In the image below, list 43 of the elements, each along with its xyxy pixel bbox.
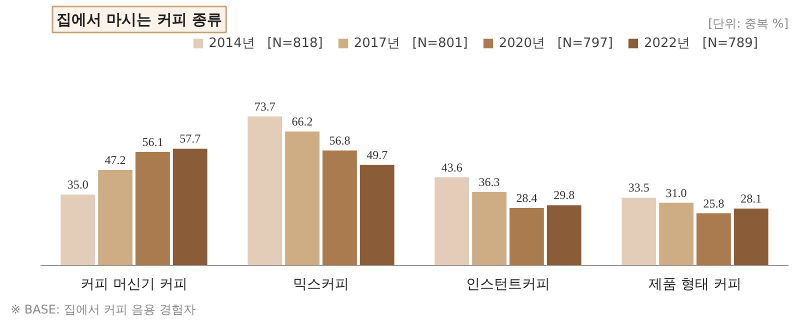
data-label: 35.0 [67, 178, 88, 192]
data-label: 66.2 [292, 114, 313, 129]
data-label: 56.1 [142, 134, 164, 149]
x-tick-label: 인스턴트커피 [466, 276, 550, 292]
chart-title: 집에서 마시는 커피 종류 [56, 10, 222, 28]
legend-label: 2022년 [N=789] [644, 35, 758, 52]
bar [659, 202, 694, 266]
data-label: 28.4 [516, 191, 538, 206]
data-label: 33.5 [628, 180, 650, 195]
data-label: 43.6 [441, 160, 462, 174]
data-label: 31.0 [666, 186, 687, 200]
bar [98, 170, 133, 266]
bar [734, 208, 768, 266]
data-label: 57.7 [180, 132, 201, 146]
data-label: 25.8 [703, 196, 724, 210]
bar [360, 164, 394, 266]
bar [248, 116, 282, 266]
x-tick-label: 커피 머신기 커피 [80, 276, 188, 292]
data-label: 47.2 [104, 152, 126, 167]
legend-label: 2020년 [N=797] [498, 35, 613, 52]
bar [285, 132, 320, 266]
bar [546, 205, 582, 266]
legend-label: 2017년 [N=801] [354, 35, 468, 52]
data-label: 73.7 [254, 99, 276, 114]
data-label: 56.8 [329, 134, 350, 148]
data-label: 29.8 [554, 188, 575, 202]
data-label: 36.3 [478, 175, 500, 190]
x-tick-label: 제품 형태 커피 [648, 276, 742, 292]
bar [322, 150, 357, 266]
legend-label: 2014년 [N=818] [208, 35, 323, 52]
bar [622, 198, 656, 266]
bar [135, 152, 170, 266]
bar [509, 208, 544, 266]
text: [단위: 중복 %] [708, 16, 788, 30]
bar [434, 177, 470, 266]
x-tick-label: 믹스커피 [293, 276, 349, 292]
text: ※ BASE: 집에서 커피 음용 경험자 [10, 302, 196, 316]
bar [696, 213, 731, 266]
data-label: 49.7 [366, 148, 388, 162]
bar [172, 148, 208, 266]
bar [472, 192, 507, 266]
bar [60, 194, 96, 266]
data-label: 28.1 [740, 192, 762, 206]
